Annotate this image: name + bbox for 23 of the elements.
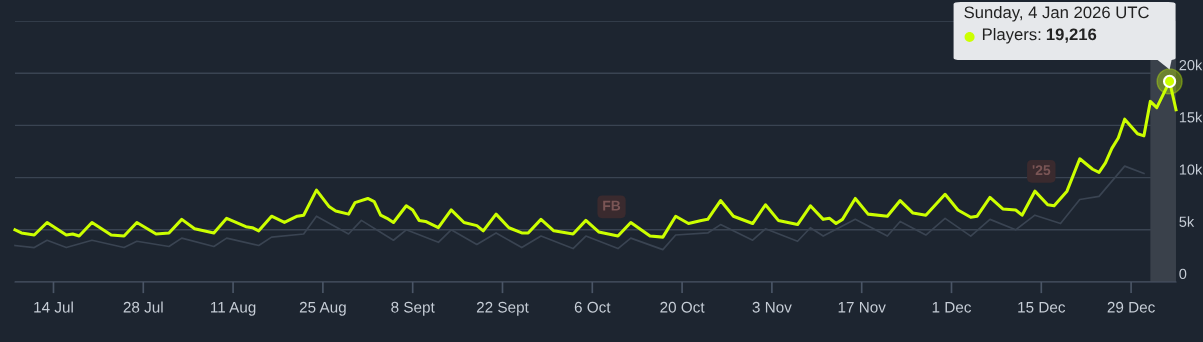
y-tick-label: 0 <box>1179 268 1187 280</box>
x-tick-label: 29 Dec <box>1107 301 1155 313</box>
x-tick-label: 22 Sept <box>476 301 529 316</box>
x-tick-label: 17 Nov <box>838 302 886 313</box>
x-tick-label: 14 Jul <box>34 301 73 313</box>
y-tick-label: 20k <box>1179 59 1203 71</box>
legend-label: Players: <box>982 28 1041 44</box>
y-tick-label: 5k <box>1179 216 1195 227</box>
annotation: FB <box>603 200 621 211</box>
y-tick-label: 15k <box>1179 111 1203 123</box>
x-tick-label: 6 Oct <box>574 301 611 313</box>
annotation: Sunday, 4 Jan 2026 UTC <box>964 6 1149 22</box>
x-tick-label: 1 Dec <box>932 302 972 313</box>
x-tick-label: 3 Nov <box>752 301 792 313</box>
x-tick-label: 25 Aug <box>299 301 346 316</box>
y-tick-label: 10k <box>1179 164 1203 175</box>
x-tick-label: 8 Sept <box>391 301 435 316</box>
x-tick-label: 28 Jul <box>123 301 163 313</box>
annotation: 19,216 <box>1046 28 1097 43</box>
x-tick-label: 15 Dec <box>1018 302 1066 313</box>
x-tick-label: 20 Oct <box>660 301 705 313</box>
x-tick-label: 11 Aug <box>211 302 256 316</box>
annotation: '25 <box>1032 165 1051 176</box>
